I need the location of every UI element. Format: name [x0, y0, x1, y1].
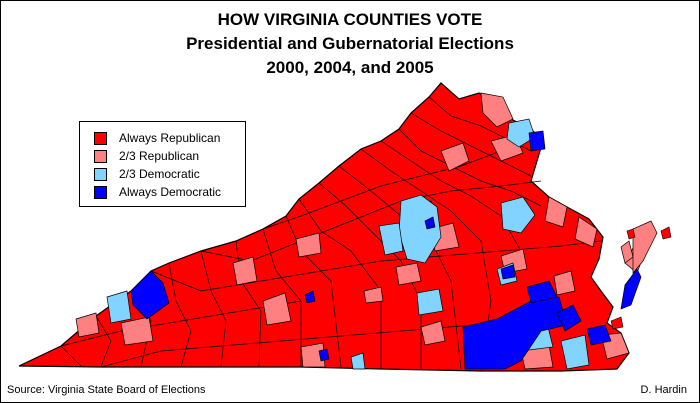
legend-label: Always Republican	[119, 131, 221, 145]
eastern-shore	[632, 220, 658, 274]
legend-label: Always Democratic	[119, 185, 222, 199]
map-years: 2000, 2004, and 2005	[266, 58, 434, 77]
legend-swatch-two-thirds-republican	[94, 149, 107, 163]
legend-item-always-republican: Always Republican	[94, 130, 220, 146]
eastern-shore-fragments	[610, 226, 672, 330]
map-subtitle: Presidential and Gubernatorial Elections	[186, 34, 514, 53]
legend-item-two-thirds-republican: 2/3 Republican	[94, 148, 199, 164]
always-democratic-counties	[130, 130, 642, 370]
legend-swatch-always-democratic	[94, 185, 107, 199]
map-title: HOW VIRGINIA COUNTIES VOTE	[217, 10, 483, 29]
legend-label: 2/3 Republican	[119, 149, 200, 163]
legend-label: 2/3 Democratic	[119, 167, 200, 181]
legend: Always Republican 2/3 Republican 2/3 Dem…	[79, 121, 246, 207]
legend-swatch-always-republican	[94, 131, 107, 145]
legend-item-two-thirds-democratic: 2/3 Democratic	[94, 166, 200, 182]
source-note: Source: Virginia State Board of Election…	[7, 384, 206, 396]
author-credit: D. Hardin	[640, 384, 687, 396]
legend-item-always-democratic: Always Democratic	[94, 184, 221, 200]
county-borders	[60, 96, 602, 372]
two-thirds-republican-counties	[75, 92, 650, 370]
legend-swatch-two-thirds-democratic	[94, 167, 107, 181]
